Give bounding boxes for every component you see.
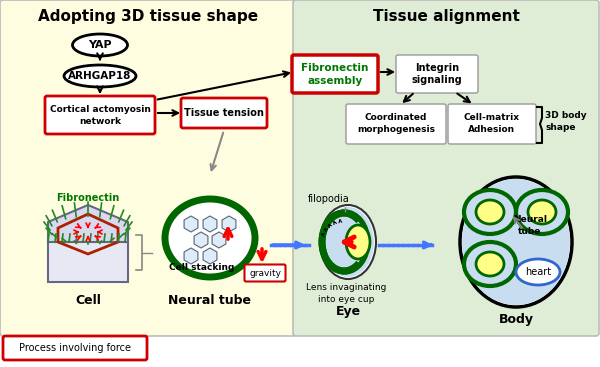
Ellipse shape bbox=[322, 207, 374, 277]
Polygon shape bbox=[48, 205, 128, 258]
Text: Integrin: Integrin bbox=[415, 63, 459, 73]
Text: Body: Body bbox=[499, 313, 533, 327]
Text: ARHGAP18: ARHGAP18 bbox=[68, 71, 131, 81]
FancyBboxPatch shape bbox=[3, 336, 147, 360]
Ellipse shape bbox=[516, 190, 568, 234]
Ellipse shape bbox=[320, 205, 376, 279]
Ellipse shape bbox=[528, 200, 556, 224]
Text: 3D body: 3D body bbox=[545, 110, 587, 120]
Text: into eye cup: into eye cup bbox=[318, 294, 374, 304]
Text: Process involving force: Process involving force bbox=[19, 343, 131, 353]
Text: signaling: signaling bbox=[412, 75, 463, 85]
Polygon shape bbox=[203, 216, 217, 232]
Text: assembly: assembly bbox=[307, 76, 362, 86]
Text: Cell stacking: Cell stacking bbox=[169, 264, 235, 273]
Text: Neural: Neural bbox=[513, 215, 547, 225]
Text: Adhesion: Adhesion bbox=[469, 124, 515, 134]
Text: Coordinated: Coordinated bbox=[365, 113, 427, 121]
Ellipse shape bbox=[464, 190, 516, 234]
FancyBboxPatch shape bbox=[245, 265, 286, 281]
FancyBboxPatch shape bbox=[448, 104, 536, 144]
Ellipse shape bbox=[462, 179, 570, 305]
Polygon shape bbox=[48, 242, 128, 282]
Ellipse shape bbox=[476, 200, 504, 224]
Text: gravity: gravity bbox=[249, 269, 281, 277]
Text: tube: tube bbox=[518, 226, 542, 236]
FancyBboxPatch shape bbox=[181, 98, 267, 128]
Text: filopodia: filopodia bbox=[308, 194, 350, 204]
Text: Fibronectin: Fibronectin bbox=[56, 193, 119, 203]
Polygon shape bbox=[222, 216, 236, 232]
FancyBboxPatch shape bbox=[346, 104, 446, 144]
Ellipse shape bbox=[165, 199, 255, 277]
Text: Eye: Eye bbox=[335, 305, 361, 319]
Text: shape: shape bbox=[545, 123, 575, 131]
Text: Cortical actomyosin: Cortical actomyosin bbox=[50, 105, 151, 115]
Polygon shape bbox=[184, 216, 198, 232]
Ellipse shape bbox=[476, 252, 504, 276]
Text: Tissue tension: Tissue tension bbox=[184, 108, 264, 118]
Ellipse shape bbox=[516, 259, 560, 285]
Ellipse shape bbox=[323, 214, 365, 270]
FancyBboxPatch shape bbox=[293, 0, 599, 336]
Text: Neural tube: Neural tube bbox=[169, 294, 251, 306]
Text: Lens invaginating: Lens invaginating bbox=[306, 283, 386, 292]
Text: Cell-matrix: Cell-matrix bbox=[464, 113, 520, 121]
Ellipse shape bbox=[464, 242, 516, 286]
Text: Tissue alignment: Tissue alignment bbox=[373, 8, 520, 23]
FancyBboxPatch shape bbox=[0, 0, 296, 336]
FancyBboxPatch shape bbox=[292, 55, 378, 93]
FancyBboxPatch shape bbox=[45, 96, 155, 134]
Text: Adopting 3D tissue shape: Adopting 3D tissue shape bbox=[38, 8, 258, 23]
Text: Fibronectin: Fibronectin bbox=[301, 63, 368, 73]
Polygon shape bbox=[194, 232, 208, 248]
Text: network: network bbox=[79, 116, 121, 126]
Text: YAP: YAP bbox=[88, 40, 112, 50]
FancyBboxPatch shape bbox=[396, 55, 478, 93]
Polygon shape bbox=[184, 248, 198, 264]
Ellipse shape bbox=[64, 65, 136, 87]
Polygon shape bbox=[212, 232, 226, 248]
Text: heart: heart bbox=[525, 267, 551, 277]
Ellipse shape bbox=[460, 177, 572, 307]
Text: morphogenesis: morphogenesis bbox=[357, 124, 435, 134]
Ellipse shape bbox=[73, 34, 128, 56]
Text: Cell: Cell bbox=[75, 294, 101, 306]
Polygon shape bbox=[203, 248, 217, 264]
Ellipse shape bbox=[346, 225, 370, 259]
